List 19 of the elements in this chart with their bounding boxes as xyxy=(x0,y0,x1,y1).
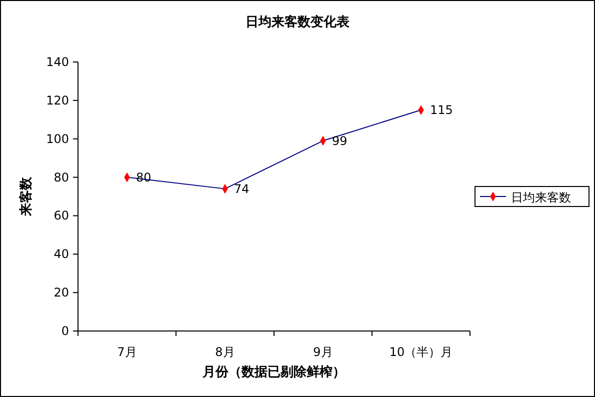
x-tick-label: 7月 xyxy=(117,345,137,359)
x-tick-label: 10（半）月 xyxy=(389,345,453,359)
data-label: 99 xyxy=(332,134,348,148)
y-tick-label: 20 xyxy=(54,286,69,300)
data-label: 115 xyxy=(430,103,453,118)
y-axis-title: 来客数 xyxy=(18,176,34,217)
chart-title: 日均来客数变化表 xyxy=(246,14,350,30)
y-tick-label: 0 xyxy=(61,324,69,338)
y-tick-label: 40 xyxy=(54,247,69,262)
y-tick-label: 80 xyxy=(54,170,69,184)
legend-label: 日均来客数 xyxy=(511,190,571,204)
x-tick-label: 8月 xyxy=(215,345,235,359)
y-tick-label: 60 xyxy=(54,208,69,223)
data-label: 74 xyxy=(234,182,250,196)
y-tick-label: 120 xyxy=(46,93,69,108)
y-tick-label: 140 xyxy=(46,55,69,69)
y-tick-label: 100 xyxy=(46,132,69,146)
x-tick-label: 9月 xyxy=(313,345,333,359)
x-axis-title: 月份（数据已剔除鲜榨） xyxy=(202,364,346,380)
